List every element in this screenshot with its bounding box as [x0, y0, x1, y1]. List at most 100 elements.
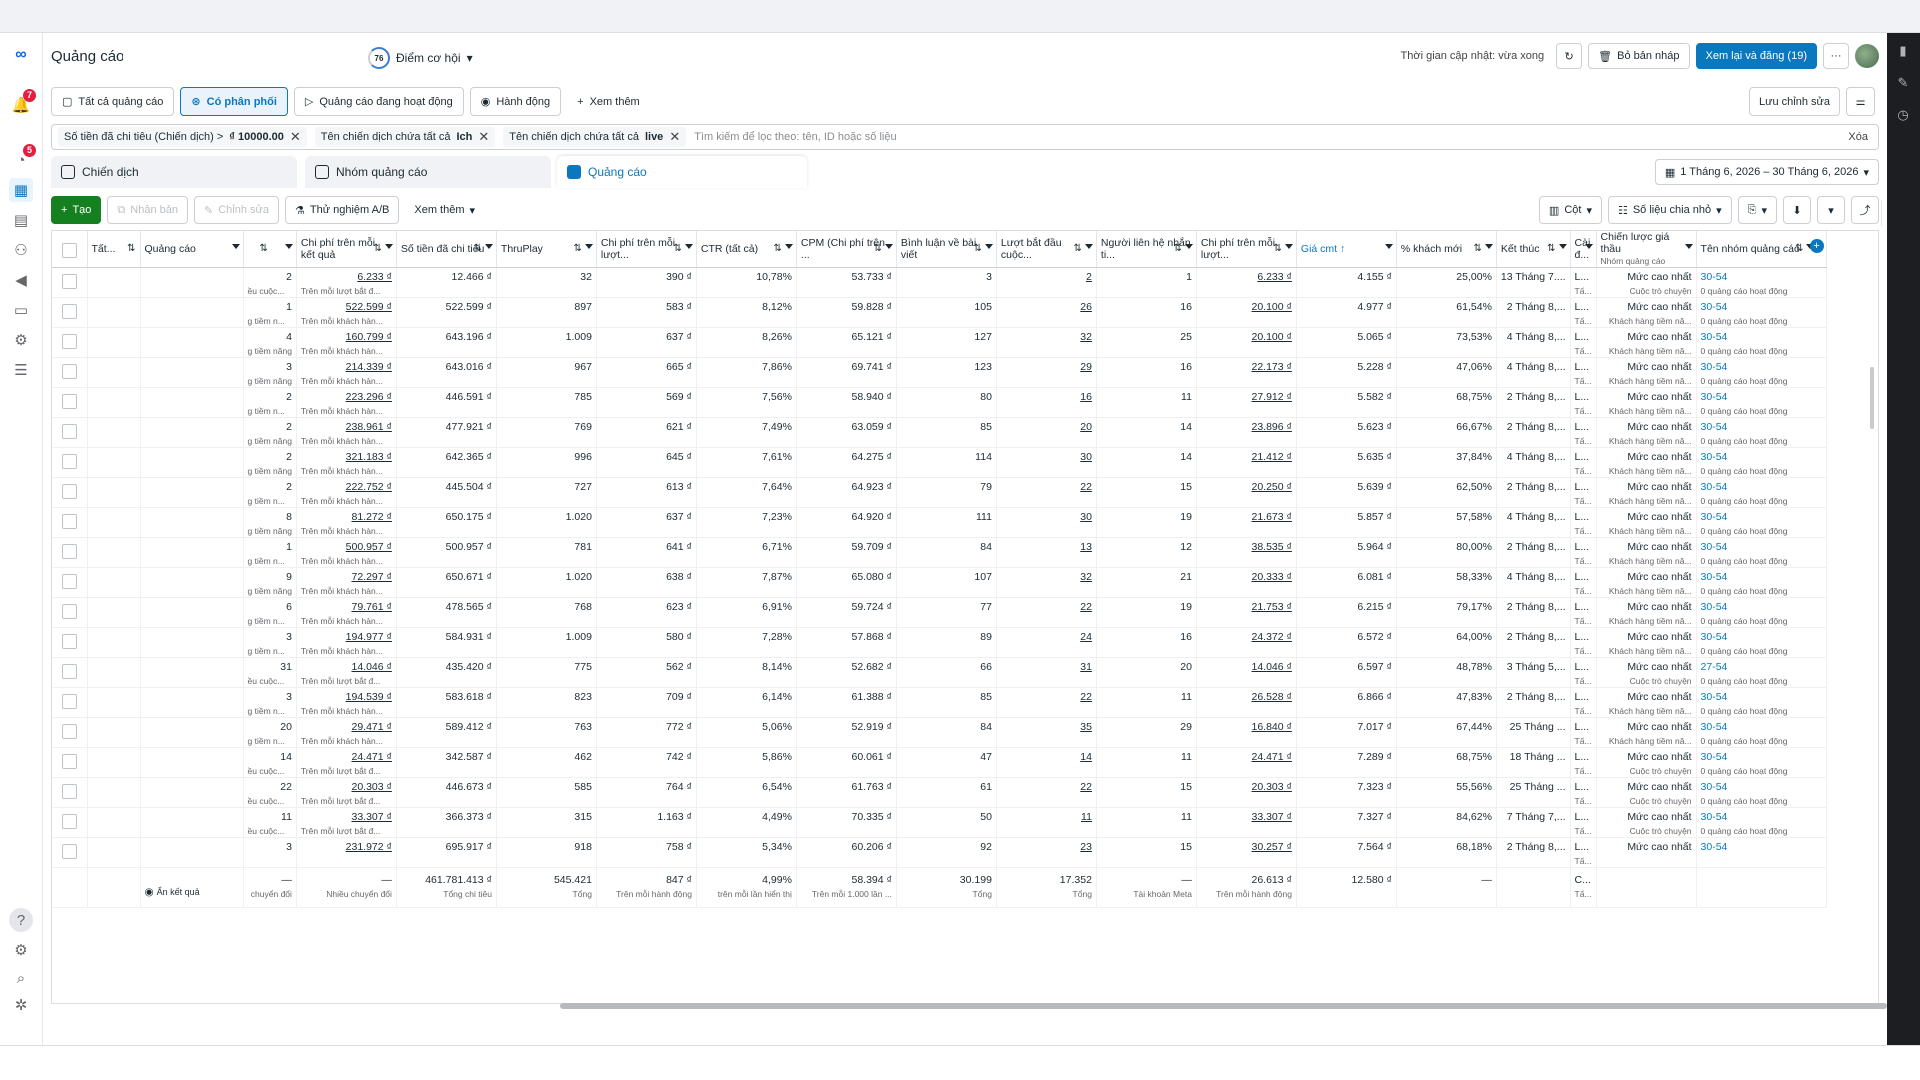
dropdown-arrow-icon[interactable]	[484, 244, 493, 249]
row-checkbox[interactable]	[61, 784, 77, 799]
sort-icon[interactable]: ⇅	[573, 243, 582, 254]
adset-link[interactable]: 30-54	[1700, 541, 1728, 553]
dropdown-arrow-icon[interactable]	[1084, 244, 1093, 249]
cell-link[interactable]: 22.173 ₫	[1252, 361, 1292, 373]
cell-link[interactable]: 16.840 ₫	[1252, 721, 1292, 733]
duplicate-button[interactable]: ⧉ Nhân bản	[107, 196, 188, 224]
adset-link[interactable]: 30-54	[1700, 331, 1728, 343]
adset-link[interactable]: 30-54	[1700, 721, 1728, 733]
dropdown-arrow-icon[interactable]	[1284, 244, 1293, 249]
cell-link[interactable]: 31	[1080, 661, 1092, 673]
cell-link[interactable]: 24	[1080, 631, 1092, 643]
sort-icon[interactable]: ⇅	[1073, 243, 1082, 254]
adset-link[interactable]: 30-54	[1700, 571, 1728, 583]
row-checkbox[interactable]	[61, 814, 77, 829]
adset-link[interactable]: 30-54	[1700, 301, 1728, 313]
sort-icon[interactable]: ⇅	[473, 243, 482, 254]
sort-icon[interactable]: ⇅	[373, 243, 382, 254]
reports-button[interactable]: ⎘ ▾	[1737, 196, 1777, 224]
events-icon[interactable]: ⚙	[14, 332, 28, 349]
column-header-sorted[interactable]: Giá cmt ↑	[1296, 231, 1397, 268]
hide-results-toggle[interactable]: ◉ Ẩn kết quả	[140, 867, 244, 908]
export-button[interactable]: ⬇	[1783, 196, 1811, 224]
messages-icon[interactable]: ◔ 5	[9, 144, 36, 172]
cell-link[interactable]: 2	[1086, 271, 1092, 283]
dropdown-arrow-icon[interactable]	[984, 244, 993, 249]
adset-link[interactable]: 30-54	[1700, 601, 1728, 613]
ad-name-cell[interactable]	[140, 537, 244, 568]
cell-link[interactable]: 38.535 ₫	[1252, 541, 1292, 553]
cell-link[interactable]: 26	[1080, 301, 1092, 313]
column-header[interactable]: ⇅	[243, 231, 297, 268]
adset-link[interactable]: 30-54	[1700, 271, 1728, 283]
table-row[interactable]: 20 g tiềm n... 29.471 ₫ Trên mỗi khách hàn.…	[52, 717, 1827, 748]
cell-link[interactable]: 14.046 ₫	[1252, 661, 1292, 673]
cell-link[interactable]: 160.799 ₫	[346, 331, 392, 343]
filter-search-input[interactable]: Tìm kiếm để lọc theo: tên, ID hoặc số li…	[694, 131, 897, 143]
cell-link[interactable]: 20.303 ₫	[1252, 781, 1292, 793]
ad-name-cell[interactable]	[140, 327, 244, 358]
bug-report-icon[interactable]: ✲	[14, 997, 28, 1014]
column-header[interactable]: Chi phí trên mỗi lượt... ⇅	[1196, 231, 1297, 268]
adset-name-cell[interactable]: 30-54 0 quảng cáo hoạt động	[1696, 807, 1827, 838]
adset-link[interactable]: 30-54	[1700, 781, 1728, 793]
cell-link[interactable]: 22	[1080, 481, 1092, 493]
row-checkbox[interactable]	[61, 514, 77, 529]
ad-name-cell[interactable]	[140, 267, 244, 298]
sort-icon[interactable]: ⇅	[1795, 243, 1804, 254]
cell-link[interactable]: 21.673 ₫	[1252, 511, 1292, 523]
cell-link[interactable]: 30	[1080, 511, 1092, 523]
row-select-cell[interactable]	[52, 627, 88, 658]
cell-link[interactable]: 81.272 ₫	[352, 511, 392, 523]
row-select-cell[interactable]	[52, 717, 88, 748]
cell-link[interactable]: 14	[1080, 751, 1092, 763]
cell-link[interactable]: 72.297 ₫	[352, 571, 392, 583]
adset-name-cell[interactable]: 30-54 0 quảng cáo hoạt động	[1696, 417, 1827, 448]
settings-gear-icon[interactable]: ⚙	[14, 942, 28, 959]
cell-link[interactable]: 27.912 ₫	[1252, 391, 1292, 403]
row-checkbox[interactable]	[61, 754, 77, 769]
vertical-scrollbar[interactable]	[1870, 367, 1874, 429]
ab-test-button[interactable]: ⚗ Thử nghiệm A/B	[284, 196, 400, 224]
cell-link[interactable]: 20.303 ₫	[352, 781, 392, 793]
cell-link[interactable]: 500.957 ₫	[346, 541, 392, 553]
more-options-button[interactable]: ···	[1823, 43, 1849, 69]
ad-name-cell[interactable]	[140, 417, 244, 448]
table-row[interactable]: 4 g tiềm năng 160.799 ₫ Trên mỗi khách hàn.…	[52, 327, 1827, 358]
adset-name-cell[interactable]: 30-54 0 quảng cáo hoạt động	[1696, 627, 1827, 658]
cell-link[interactable]: 35	[1080, 721, 1092, 733]
table-row[interactable]: 31 ều cuộc... 14.046 ₫ Trên mỗi lượt bắt đ.…	[52, 657, 1827, 688]
adset-link[interactable]: 30-54	[1700, 631, 1728, 643]
adset-link[interactable]: 30-54	[1700, 751, 1728, 763]
tab-delivering[interactable]: ⊛ Có phân phối	[180, 87, 288, 116]
adset-name-cell[interactable]: 30-54 0 quảng cáo hoạt động	[1696, 687, 1827, 718]
add-column-plus-icon[interactable]: +	[1809, 239, 1824, 253]
row-checkbox[interactable]	[61, 574, 77, 589]
column-header[interactable]: CTR (tất cả) ⇅	[696, 231, 797, 268]
row-select-cell[interactable]	[52, 537, 88, 568]
sort-icon[interactable]: ⇅	[973, 243, 982, 254]
clear-filters-link[interactable]: Xóa	[1848, 131, 1868, 143]
cell-link[interactable]: 6.233 ₫	[1257, 271, 1292, 283]
column-header[interactable]: Tất... ⇅	[87, 231, 141, 268]
dropdown-arrow-icon[interactable]	[1184, 244, 1193, 249]
cell-link[interactable]: 223.296 ₫	[346, 391, 392, 403]
tab-all-ads[interactable]: ▢ Tất cả quảng cáo	[51, 87, 175, 116]
row-checkbox[interactable]	[61, 694, 77, 709]
column-header[interactable]: % khách mới ⇅	[1396, 231, 1497, 268]
filter-tag-name-live[interactable]: Tên chiến dịch chứa tất cả live ✕	[503, 127, 687, 147]
sort-icon[interactable]: ⇅	[873, 243, 882, 254]
dropdown-arrow-icon[interactable]	[231, 244, 240, 249]
row-checkbox[interactable]	[61, 364, 77, 379]
row-checkbox[interactable]	[61, 724, 77, 739]
row-select-cell[interactable]	[52, 687, 88, 718]
adset-name-cell[interactable]: 30-54 0 quảng cáo hoạt động	[1696, 777, 1827, 808]
cell-link[interactable]: 6.233 ₫	[357, 271, 392, 283]
avatar[interactable]	[1855, 44, 1879, 68]
cell-link[interactable]: 20.100 ₫	[1252, 301, 1292, 313]
row-select-cell[interactable]	[52, 267, 88, 298]
row-select-cell[interactable]	[52, 477, 88, 508]
row-select-cell[interactable]	[52, 777, 88, 808]
